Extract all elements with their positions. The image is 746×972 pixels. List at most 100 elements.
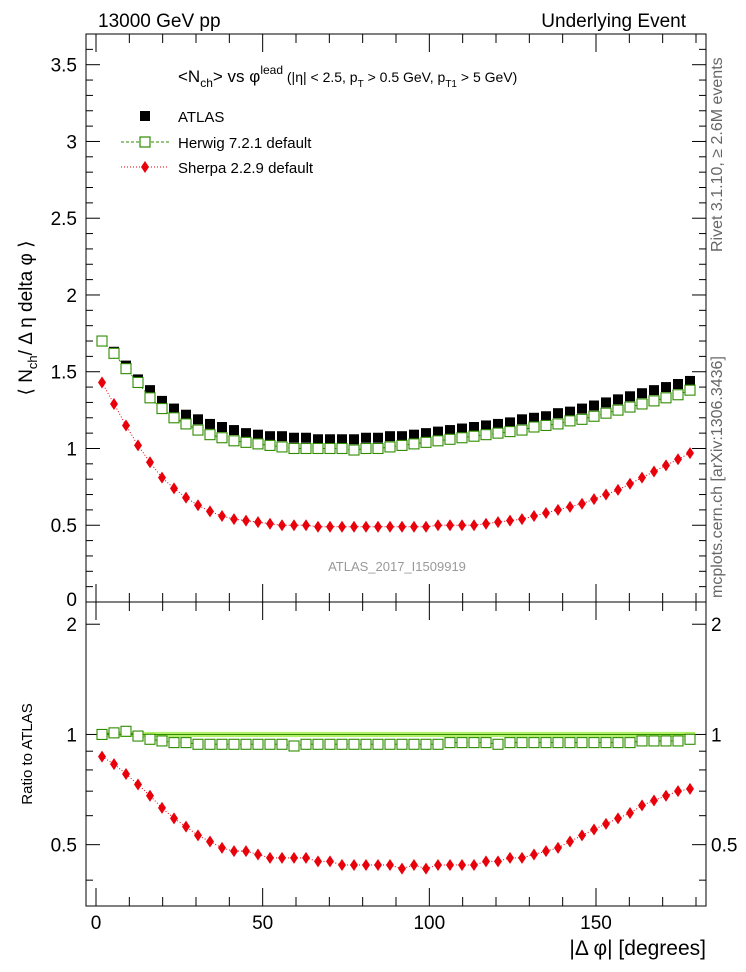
x-tick-label: 150 — [580, 913, 612, 934]
herwig-point — [576, 413, 588, 425]
herwig-ratio-point — [396, 738, 408, 750]
herwig-ratio-point — [408, 738, 420, 750]
sherpa-point — [230, 513, 238, 526]
sherpa-point — [134, 439, 142, 452]
atlas-point — [433, 426, 443, 437]
herwig-point — [480, 429, 492, 441]
herwig-point — [540, 419, 552, 432]
atlas-point — [145, 385, 155, 396]
atlas-point — [169, 403, 179, 414]
herwig-point — [300, 442, 312, 455]
sherpa-point — [674, 453, 682, 466]
main-series-layer — [96, 335, 696, 533]
sherpa-point — [566, 500, 574, 513]
sherpa-ratio-point — [302, 851, 310, 864]
sherpa-ratio-point — [506, 851, 514, 864]
sherpa-ratio-point — [602, 817, 610, 830]
herwig-ratio-point — [456, 737, 468, 749]
herwig-ratio-point — [372, 738, 384, 750]
atlas-point — [277, 431, 287, 442]
herwig-ratio-point — [252, 738, 264, 750]
header-left: 13000 GeV pp — [98, 11, 221, 32]
herwig-line — [101, 340, 691, 451]
plot-title: <Nch> vs φlead (|η| < 2.5, pT > 0.5 GeV,… — [178, 63, 517, 90]
sherpa-point — [578, 497, 586, 510]
herwig-ratio-point — [156, 735, 168, 747]
herwig-ratio-point — [144, 733, 156, 745]
herwig-point — [660, 392, 672, 404]
sherpa-point — [362, 520, 370, 533]
sherpa-point — [650, 465, 658, 478]
herwig-ratio-point — [612, 737, 624, 749]
sherpa-point — [266, 517, 274, 530]
ratio-series-layer — [96, 725, 696, 875]
atlas-point — [289, 432, 299, 443]
main-y-tick-label: 2 — [66, 286, 77, 307]
herwig-point — [516, 424, 528, 436]
sherpa-point — [350, 520, 358, 533]
herwig-point — [408, 438, 420, 450]
sherpa-ratio-point — [374, 859, 382, 872]
sherpa-point — [158, 471, 166, 484]
atlas-point — [541, 411, 551, 422]
sherpa-point — [686, 447, 694, 460]
herwig-point — [216, 432, 228, 444]
sherpa-ratio-point — [410, 859, 418, 872]
herwig-ratio-point — [576, 737, 588, 749]
herwig-ratio-point — [672, 735, 684, 747]
sherpa-point — [530, 510, 538, 523]
sherpa-ratio-point — [626, 807, 634, 820]
atlas-point — [673, 379, 683, 390]
legend-atlas-marker — [140, 111, 150, 121]
main-axis-ticks: 0.5 1 1.5 2 2.5 3 3.5 0 — [51, 33, 706, 611]
herwig-point — [288, 442, 300, 455]
sherpa-point — [398, 520, 406, 533]
rivet-label: Rivet 3.1.10, ≥ 2.6M events — [709, 57, 726, 252]
main-y-tick-label: 1 — [66, 439, 77, 460]
herwig-point — [432, 435, 444, 447]
herwig-ratio-point — [240, 738, 252, 750]
mcplots-label: mcplots.cern.ch [arXiv:1306.3436] — [709, 356, 726, 598]
atlas-point — [589, 400, 599, 411]
sherpa-point — [542, 506, 550, 519]
sherpa-ratio-point — [422, 862, 430, 875]
sherpa-point — [194, 499, 202, 512]
sherpa-ratio-point — [686, 782, 694, 795]
herwig-point — [420, 436, 432, 448]
atlas-point — [445, 425, 455, 436]
herwig-point — [636, 398, 648, 410]
sherpa-ratio-point — [530, 848, 538, 861]
herwig-point — [492, 427, 504, 439]
herwig-point — [240, 436, 252, 448]
sherpa-point — [218, 510, 226, 523]
sherpa-point — [434, 519, 442, 532]
herwig-ratio-point — [420, 738, 432, 750]
herwig-point — [504, 426, 516, 438]
sherpa-point — [602, 488, 610, 501]
sherpa-ratio-point — [554, 841, 562, 854]
sherpa-ratio-point — [650, 794, 658, 807]
sherpa-ratio-point — [290, 851, 298, 864]
sherpa-ratio-point — [134, 778, 142, 791]
herwig-ratio-point — [288, 740, 300, 752]
atlas-point — [649, 385, 659, 396]
herwig-point — [648, 395, 660, 407]
herwig-ratio-point — [324, 738, 336, 750]
herwig-ratio-point — [564, 737, 576, 749]
atlas-point — [385, 431, 395, 442]
sherpa-ratio-point — [362, 859, 370, 872]
sherpa-point — [122, 419, 130, 432]
herwig-ratio-point — [180, 737, 192, 749]
atlas-point — [685, 375, 695, 386]
sherpa-ratio-point — [614, 812, 622, 825]
sherpa-point — [146, 456, 154, 469]
herwig-point — [624, 401, 636, 413]
sherpa-point — [422, 520, 430, 533]
sherpa-ratio-point — [110, 758, 118, 771]
atlas-point — [481, 420, 491, 431]
herwig-point — [468, 430, 480, 442]
ratio-y-tick-label: 0.5 — [51, 836, 77, 857]
herwig-ratio-point — [600, 737, 612, 749]
herwig-point — [132, 376, 144, 389]
sherpa-ratio-point — [314, 855, 322, 868]
